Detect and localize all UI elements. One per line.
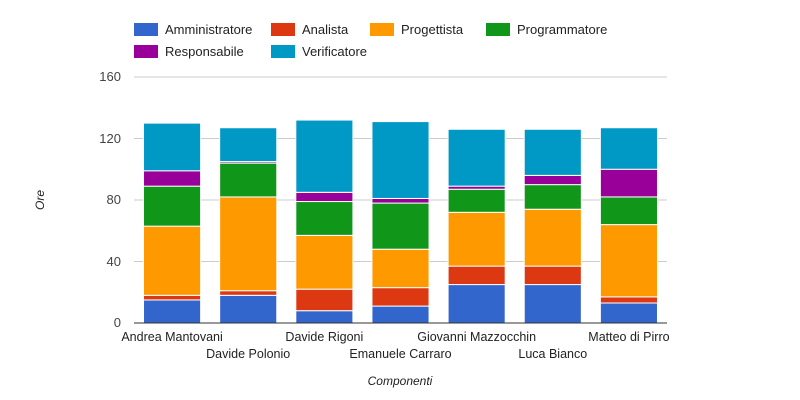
- legend-label: Progettista: [401, 22, 464, 37]
- x-tick-label: Andrea Mantovani: [121, 330, 223, 344]
- legend-swatch: [271, 23, 295, 36]
- y-tick-label: 120: [99, 130, 121, 146]
- bar-segment: [295, 288, 354, 312]
- y-tick-label: 80: [106, 192, 121, 207]
- y-axis-label: Ore: [33, 189, 47, 211]
- bar-segment: [295, 191, 354, 203]
- bar-segment: [599, 196, 658, 226]
- bar-segment: [295, 310, 354, 324]
- bar-segment: [371, 287, 430, 307]
- bar-segment: [523, 174, 582, 186]
- bar-segment: [447, 188, 506, 213]
- bar-segment: [295, 119, 354, 193]
- legend-swatch: [134, 45, 158, 58]
- legend-swatch: [134, 23, 158, 36]
- bar-segment: [295, 234, 354, 290]
- y-tick-label: 0: [113, 315, 121, 330]
- legend-swatch: [271, 45, 295, 58]
- x-tick-label: Giovanni Mazzocchin: [417, 330, 537, 344]
- legend-swatch: [486, 23, 510, 36]
- x-tick-label: Emanuele Carraro: [349, 347, 452, 361]
- bar-segment: [143, 299, 202, 324]
- legend-label: Programmatore: [517, 22, 608, 37]
- bar-segment: [599, 296, 658, 304]
- legend-item: Verificatore: [271, 44, 367, 59]
- legend-item: Amministratore: [134, 22, 252, 37]
- bar-segment: [219, 294, 278, 324]
- legend-label: Verificatore: [302, 44, 368, 59]
- bar-segment: [143, 170, 202, 187]
- bar-segment: [219, 196, 278, 292]
- x-tick-label: Matteo di Pirro: [588, 330, 670, 344]
- bar-segment: [523, 184, 582, 210]
- bar-segment: [143, 294, 202, 301]
- bar-segment: [371, 248, 430, 289]
- bar-segment: [523, 284, 582, 324]
- bar-segment: [447, 211, 506, 267]
- bar-segment: [143, 185, 202, 227]
- legend-label: Amministratore: [165, 22, 253, 37]
- bar-segment: [599, 168, 658, 198]
- bar-segment: [599, 127, 658, 170]
- bars: [143, 119, 658, 324]
- x-axis-label: Componenti: [367, 374, 433, 388]
- legend-item: Analista: [271, 22, 348, 37]
- bar-segment: [371, 121, 430, 199]
- bar-segment: [371, 197, 430, 204]
- legend-item: Progettista: [370, 22, 463, 37]
- bar-segment: [523, 265, 582, 286]
- bar-segment: [219, 162, 278, 198]
- bar-segment: [523, 208, 582, 267]
- legend-item: Responsabile: [134, 44, 244, 59]
- bar-segment: [523, 128, 582, 176]
- bar-segment: [447, 128, 506, 187]
- bar-segment: [143, 225, 202, 296]
- y-tick-label: 40: [106, 253, 121, 269]
- bar-segment: [219, 127, 278, 163]
- bar-segment: [295, 201, 354, 236]
- x-tick-label: Luca Bianco: [518, 347, 588, 361]
- bar-segment: [219, 290, 278, 296]
- x-tick-label: Davide Polonio: [206, 347, 291, 361]
- legend-label: Responsabile: [165, 44, 244, 59]
- bar-segment: [599, 224, 658, 298]
- y-tick-label: 160: [99, 69, 121, 84]
- bar-segment: [371, 305, 430, 324]
- bar-segment: [447, 284, 506, 324]
- x-tick-label: Davide Rigoni: [285, 330, 364, 344]
- legend-item: Programmatore: [486, 22, 607, 37]
- legend-swatch: [370, 23, 394, 36]
- bar-segment: [143, 122, 202, 172]
- legend-label: Analista: [302, 22, 349, 37]
- bar-segment: [599, 302, 658, 324]
- bar-segment: [447, 265, 506, 286]
- bar-segment: [371, 202, 430, 250]
